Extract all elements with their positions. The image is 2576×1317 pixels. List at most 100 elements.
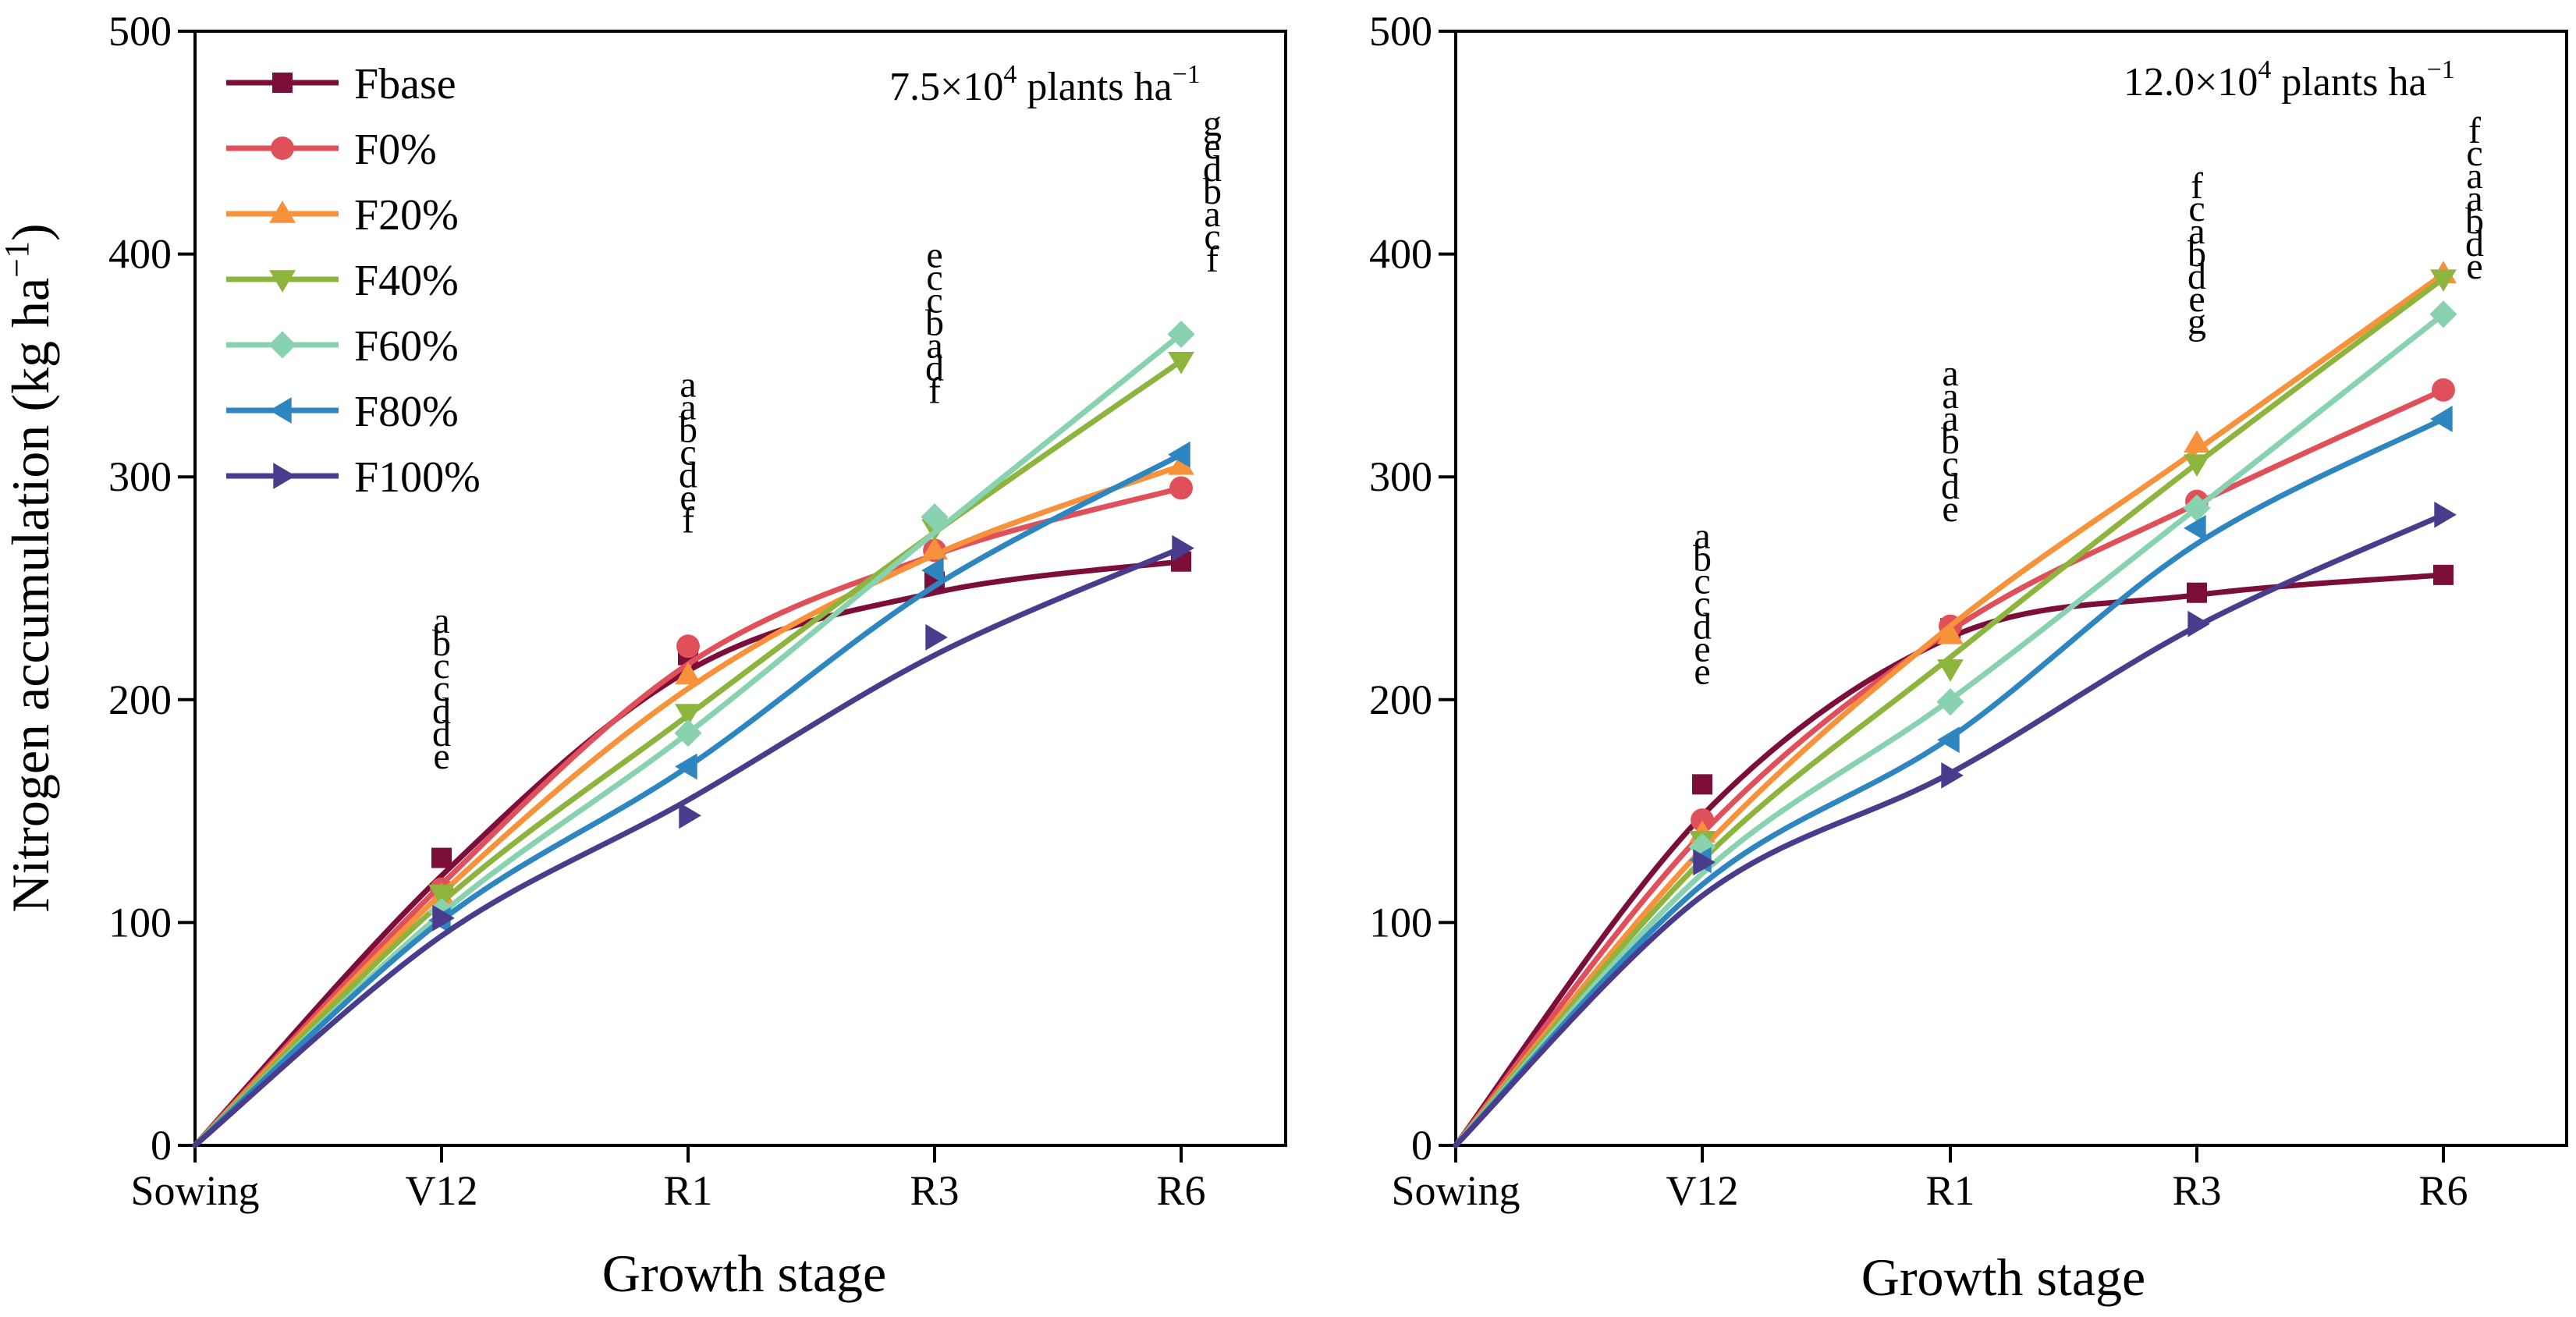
significance-letter: d (679, 454, 697, 495)
x-tick-label: R6 (2418, 1167, 2468, 1214)
data-point-f60pct (1936, 688, 1964, 716)
series-line-f0pct (192, 485, 1184, 1148)
significance-letter: d (2465, 223, 2484, 264)
data-point-f80pct (2184, 514, 2206, 541)
density-exp: 4 (1003, 60, 1017, 89)
x-tick-label: R1 (663, 1167, 712, 1214)
legend-marker (271, 137, 294, 160)
legend-marker (268, 331, 296, 359)
y-tick-label: 500 (108, 8, 172, 55)
density-base: 7.5×10 (889, 65, 1003, 109)
data-point-f100pct (1693, 849, 1716, 876)
data-point-f100pct (925, 623, 948, 651)
data-point-f100pct (2187, 610, 2210, 637)
data-point-f100pct (679, 802, 701, 829)
x-axis-label-left: Growth stage (602, 1244, 886, 1303)
legend-marker (269, 397, 292, 424)
significance-letter: d (2187, 256, 2206, 297)
series-f100pct (1453, 501, 2457, 1148)
legend-item-f0pct: F0% (226, 126, 437, 174)
significance-letter: a (1942, 398, 1958, 439)
data-point-f80pct (2430, 406, 2453, 432)
x-tick-label: Sowing (130, 1167, 259, 1214)
data-point-f40pct (675, 704, 701, 726)
y-axis-label-close: ) (1, 223, 60, 241)
y-tick-label: 0 (151, 1122, 172, 1169)
data-point-f100pct (2434, 501, 2457, 528)
significance-letter: f (2191, 165, 2203, 207)
y-tick-label: 100 (1369, 899, 1432, 946)
significance-letter: g (2187, 301, 2206, 343)
y-tick-label: 100 (108, 899, 172, 946)
y-tick-label: 200 (1369, 676, 1432, 723)
significance-letter: c (1694, 561, 1710, 602)
data-point-f100pct (1172, 534, 1194, 562)
series-line-fbase (192, 559, 1184, 1148)
y-tick-label: 200 (108, 676, 172, 723)
significance-letter: e (2466, 246, 2482, 287)
significance-letter: c (926, 257, 942, 299)
data-point-f80pct (921, 557, 944, 584)
significance-letter: a (2188, 211, 2205, 252)
density-label-right: 12.0×104 plants ha−1 (2124, 55, 2455, 105)
y-tick-label: 300 (1369, 453, 1432, 500)
significance-letter: d (432, 690, 451, 732)
data-point-f80pct (1937, 726, 1960, 754)
plot-frame (193, 30, 1287, 1147)
data-point-f60pct (2429, 300, 2457, 328)
data-point-f40pct (428, 884, 455, 907)
data-point-f40pct (2184, 454, 2210, 477)
legend-label: F40% (354, 257, 459, 305)
data-point-f40pct (1937, 659, 1964, 682)
series-line-f20pct (1453, 271, 2446, 1148)
x-tick-label: R3 (910, 1167, 959, 1214)
significance-letter: a (679, 364, 696, 405)
significance-letter: a (2466, 178, 2482, 219)
significance-letter: e (679, 477, 696, 518)
significance-letter: d (1693, 606, 1712, 648)
significance-letter: c (433, 645, 449, 687)
y-axis-label-sup: −1 (0, 241, 36, 278)
significance-letter: a (433, 600, 449, 641)
data-point-f0pct (1169, 476, 1193, 500)
x-tick-label: R6 (1156, 1167, 1205, 1214)
significance-letter: e (433, 736, 449, 777)
density-unit-exp: −1 (1173, 60, 1201, 89)
data-point-f0pct (1691, 808, 1714, 832)
significance-letter: c (926, 280, 942, 321)
data-point-f20pct (2184, 430, 2210, 453)
data-point-f40pct (2430, 269, 2457, 292)
legend-item-f100pct: F100% (226, 453, 481, 502)
density-unit: plants ha (1017, 65, 1172, 109)
series-f100pct (192, 534, 1194, 1148)
legend: Fbase F0% F20% F40% F60% F80% F100% (226, 60, 481, 502)
significance-letter: e (1942, 488, 1958, 530)
y-tick-label: 400 (108, 231, 172, 278)
significance-letter: f (1206, 239, 1219, 280)
density-unit-exp: −1 (2427, 55, 2455, 84)
legend-marker (269, 270, 296, 293)
significance-letter: a (1942, 353, 1958, 394)
significance-letter: c (1204, 216, 1220, 257)
legend-marker (273, 463, 296, 489)
y-tick-label: 0 (1411, 1122, 1432, 1169)
significance-letter: b (2465, 201, 2484, 242)
data-point-f60pct (2183, 494, 2211, 522)
significance-letter: c (1942, 443, 1958, 485)
data-point-f20pct (921, 537, 948, 560)
data-point-f60pct (674, 719, 702, 747)
series-line-f100pct (192, 545, 1184, 1148)
significance-letter: e (926, 235, 942, 276)
data-point-f60pct (921, 503, 949, 531)
legend-item-f80pct: F80% (226, 388, 459, 436)
series-line-f40pct (1453, 275, 2446, 1148)
significance-letter: e (2188, 279, 2205, 320)
